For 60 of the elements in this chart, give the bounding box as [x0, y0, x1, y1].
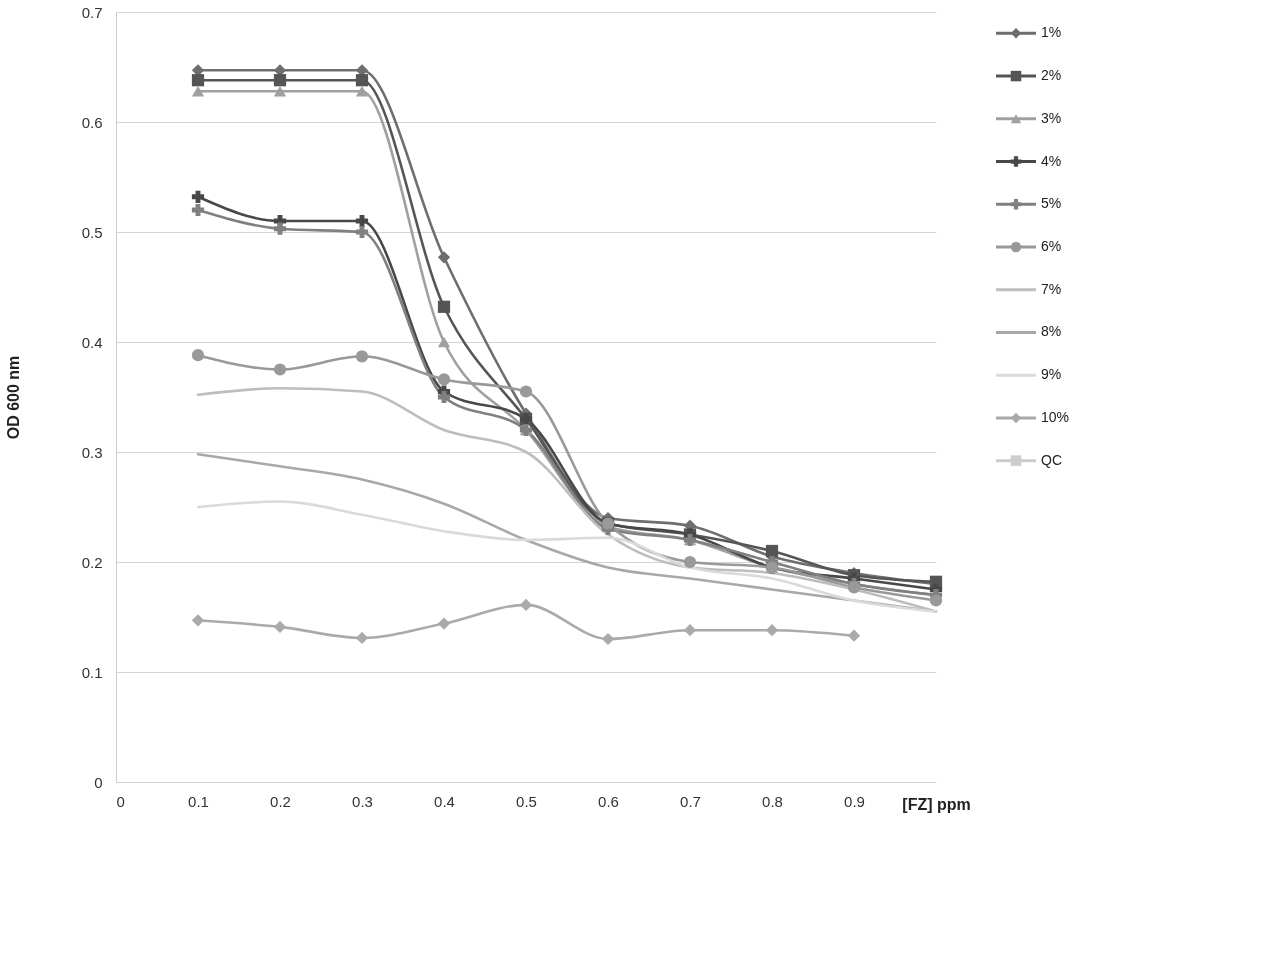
legend-label: 7% [1041, 280, 1062, 297]
point [355, 350, 369, 363]
x-tick-label: 0.4 [434, 792, 455, 810]
point [437, 373, 451, 386]
point [191, 349, 205, 362]
point [847, 581, 861, 594]
legend-label: 4% [1041, 152, 1062, 169]
y-axis-title: OD 600 nm [4, 355, 22, 440]
x-tick-label: 0.9 [844, 792, 865, 810]
x-axis-title: [FZ] ppm [902, 795, 971, 813]
x-tick-label: 0.6 [598, 792, 619, 810]
point [191, 74, 205, 87]
point [847, 629, 861, 642]
point [273, 85, 287, 97]
legend-label: QC [1041, 451, 1062, 468]
x-tick-label: 0.7 [680, 792, 701, 810]
point [273, 74, 287, 87]
y-tick-label: 0.2 [81, 553, 103, 571]
point [191, 614, 205, 627]
legend-label: 3% [1041, 109, 1062, 126]
point [273, 222, 287, 235]
point [355, 631, 369, 645]
point [437, 251, 451, 264]
point [437, 300, 451, 313]
x-tick-label: 0 [116, 792, 125, 810]
point [273, 363, 287, 376]
point [191, 85, 205, 97]
y-tick-label: 0.5 [81, 223, 103, 241]
x-tick-label: 0.2 [270, 792, 291, 810]
y-tick-label: 0.3 [81, 443, 103, 461]
x-tick-label: 0.3 [352, 792, 373, 810]
point [683, 624, 697, 637]
point [683, 555, 697, 569]
y-tick-label: 0.4 [81, 333, 103, 351]
point [929, 594, 943, 607]
point [355, 85, 369, 97]
point [601, 632, 615, 646]
y-tick-label: 0.1 [81, 663, 103, 681]
point [765, 624, 779, 637]
point [765, 544, 779, 558]
y-tick-label: 0.6 [81, 113, 103, 131]
y-tick-label: 0 [94, 773, 103, 791]
legend-label: 10% [1041, 408, 1070, 425]
point [519, 385, 533, 398]
x-tick-label: 0.1 [188, 792, 209, 810]
x-tick-label: 0.5 [516, 792, 537, 810]
legend-label: 1% [1041, 24, 1062, 41]
y-tick-label: 0.7 [81, 3, 103, 21]
point [273, 620, 287, 634]
point [519, 598, 533, 612]
legend-label: 2% [1041, 67, 1062, 84]
point [191, 190, 205, 203]
legend-label: 9% [1041, 366, 1062, 383]
point [355, 74, 369, 87]
legend-label: 8% [1041, 323, 1062, 340]
legend-label: 6% [1041, 238, 1062, 254]
point [437, 617, 451, 630]
legend-label: 5% [1041, 195, 1062, 212]
point [437, 336, 451, 348]
x-tick-label: 0.8 [762, 792, 783, 810]
